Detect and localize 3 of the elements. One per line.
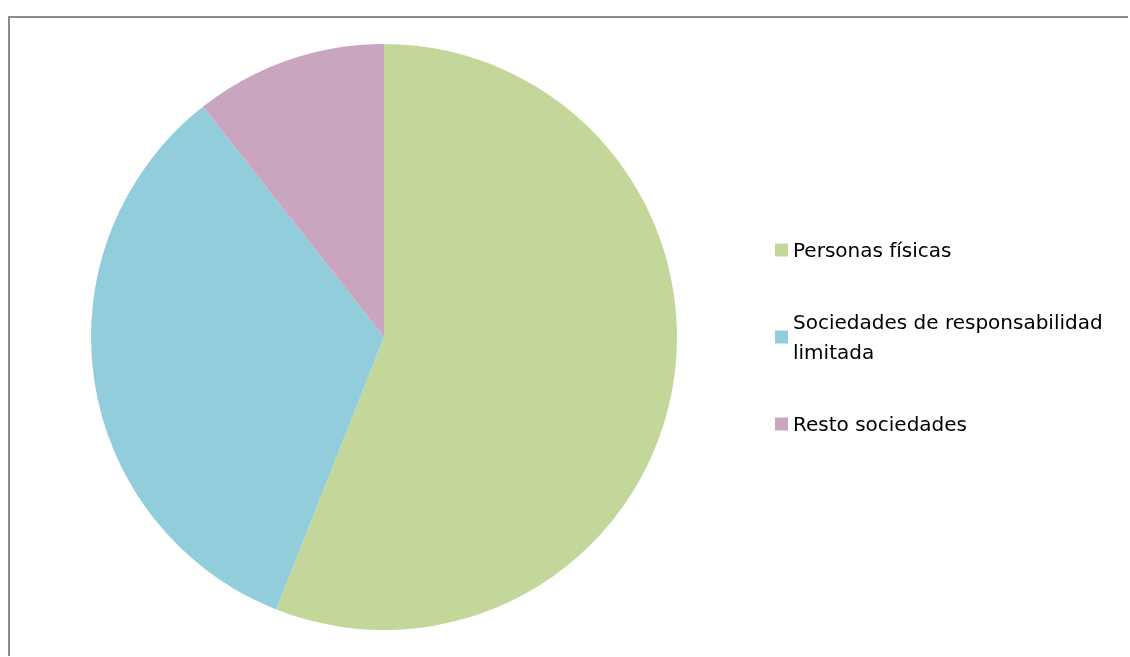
legend-label: Resto sociedades xyxy=(793,412,968,436)
legend-label: Personas físicas xyxy=(793,238,952,262)
legend-label: Sociedades de responsabilidad limitada xyxy=(793,310,1110,364)
